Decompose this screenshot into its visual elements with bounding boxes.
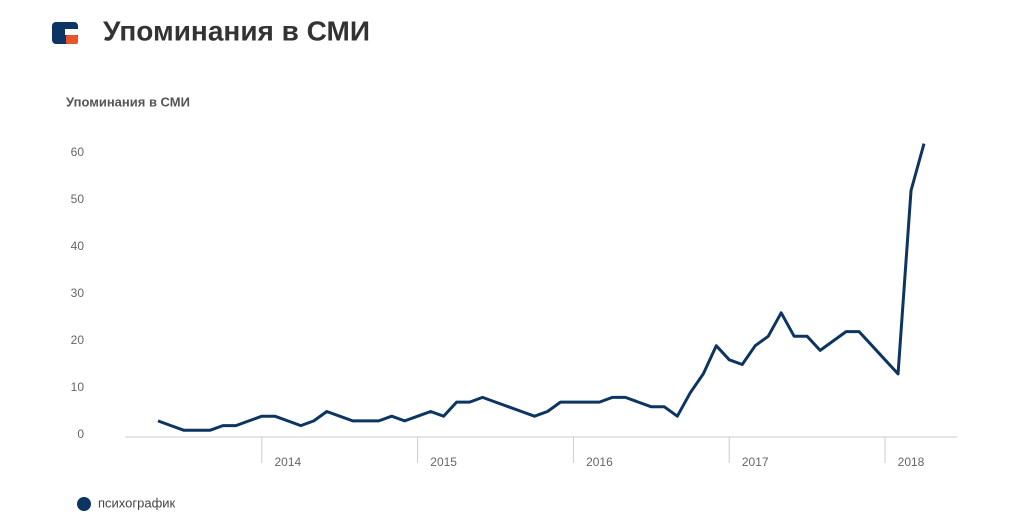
logo: [52, 22, 78, 44]
x-tick-label: 2015: [430, 455, 457, 469]
x-tick-label: 2018: [898, 455, 925, 469]
x-tick-label: 2017: [742, 455, 769, 469]
y-tick-label: 50: [71, 192, 85, 206]
line: [157, 143, 926, 432]
y-tick-label: 0: [77, 427, 84, 441]
x-tick-label: 2014: [274, 455, 301, 469]
y-axis-label: Упоминания в СМИ: [66, 94, 190, 109]
page-title: Упоминания в СМИ: [103, 15, 370, 46]
legend-label: психографик: [98, 495, 176, 510]
y-tick-label: 30: [71, 286, 85, 300]
y-tick-label: 10: [71, 380, 85, 394]
y-tick-label: 20: [71, 333, 85, 347]
x-tick-label: 2016: [586, 455, 613, 469]
legend-marker: [77, 497, 91, 511]
y-tick-label: 40: [71, 239, 85, 253]
y-tick-label: 60: [71, 145, 85, 159]
